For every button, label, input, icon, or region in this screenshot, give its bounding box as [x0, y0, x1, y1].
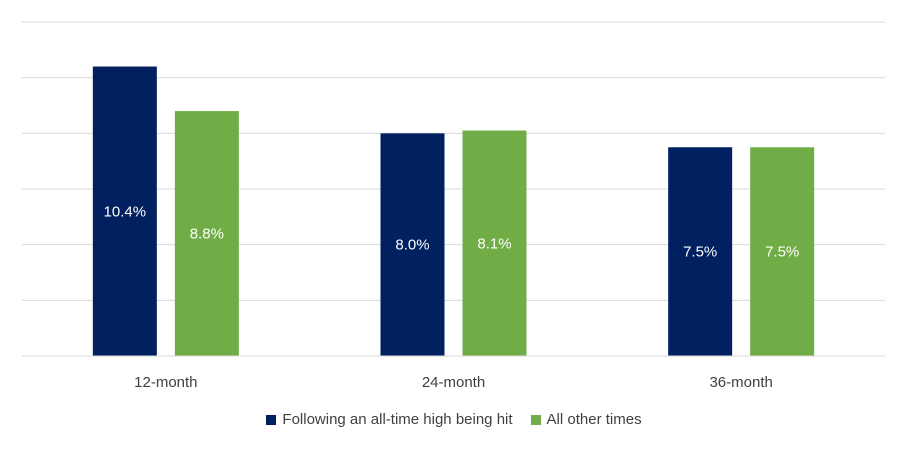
bar-1-36-month [668, 147, 733, 356]
x-tick-label: 24-month [422, 374, 485, 391]
data-label-2-12-month: 8.8% [190, 226, 224, 243]
legend-item-series-2: All other times [530, 411, 642, 428]
bar-2-36-month [750, 147, 815, 356]
legend-label-series-1: Following an all-time high being hit [282, 411, 513, 428]
legend-swatch-series-1 [266, 414, 277, 425]
data-label-1-24-month: 8.0% [395, 237, 429, 254]
x-tick-label: 36-month [709, 374, 772, 391]
bar-2-12-month [174, 111, 239, 356]
x-tick-label: 12-month [134, 374, 197, 391]
data-label-1-36-month: 7.5% [683, 244, 717, 261]
bar-2-24-month [462, 130, 527, 356]
legend-item-series-1: Following an all-time high being hit [266, 411, 513, 428]
bar-1-24-month [380, 133, 445, 356]
legend-swatch-series-2 [530, 414, 541, 425]
bar-1-12-month [92, 66, 157, 357]
data-label-2-24-month: 8.1% [477, 235, 511, 252]
data-label-1-12-month: 10.4% [104, 203, 147, 220]
bar-chart-plot: 10.4% 8.8% 12-month 8.0% 8.1% 24-month 7.5% 7.5… [22, 21, 885, 391]
data-label-2-36-month: 7.5% [765, 244, 799, 261]
legend-label-series-2: All other times [546, 411, 642, 428]
chart-legend: Following an all-time high being hit All… [0, 411, 908, 428]
